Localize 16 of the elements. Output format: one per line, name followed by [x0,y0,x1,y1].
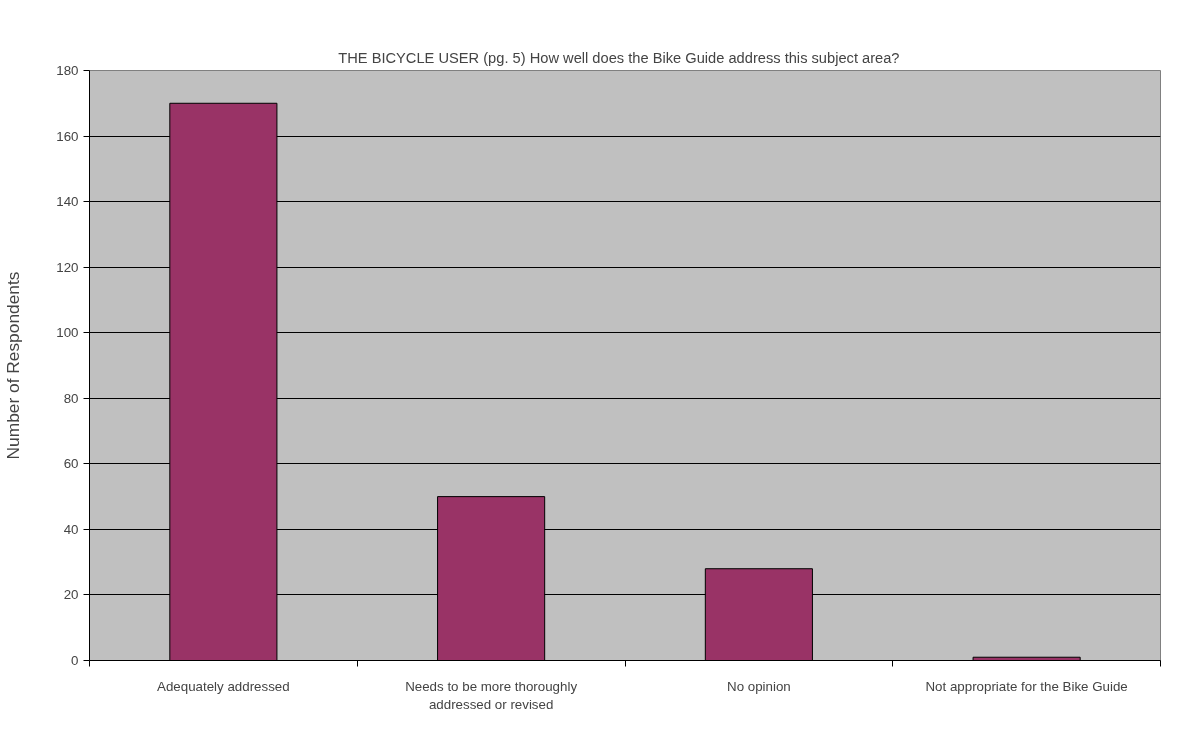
y-tick-label: 120 [56,259,79,275]
x-tick-label: Needs to be more thoroughly addressed or revised [405,678,578,712]
chart-title: THE BICYCLE USER (pg. 5) How well does the Bike Guide address this subject area? [338,49,900,66]
y-tick-label: 60 [63,456,79,472]
y-tick-label: 180 [56,63,79,78]
y-tick-label: 20 [63,587,79,603]
x-tick-label: Adequately addressed [157,678,290,694]
x-tick-label: Not appropriate for the Bike Guide [925,678,1128,694]
x-tick-label: No opinion [727,678,791,694]
y-tick-label: 40 [63,521,79,537]
y-axis-title: Number of Respondents [3,271,24,460]
y-tick-label: 100 [56,325,79,341]
y-tick-label: 140 [56,194,79,210]
y-tick-label: 160 [56,128,79,144]
y-tick-label: 80 [63,390,79,406]
y-tick-label: 0 [71,653,79,668]
